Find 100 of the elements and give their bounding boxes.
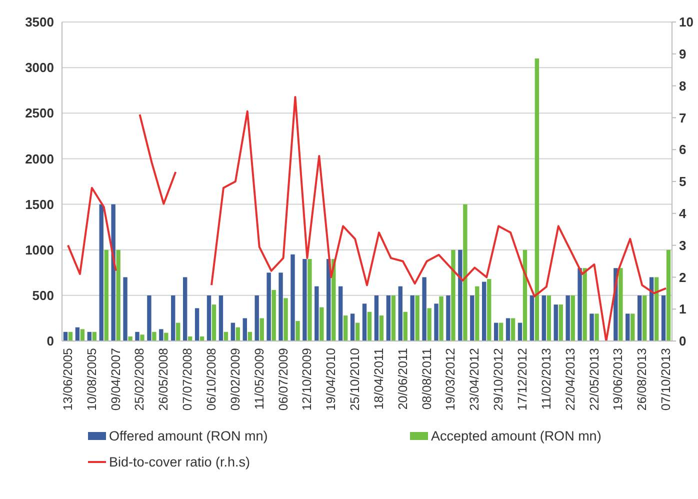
bar bbox=[242, 318, 247, 341]
bar bbox=[422, 277, 426, 341]
x-tick-label: 25/10/2010 bbox=[348, 348, 362, 411]
bar bbox=[182, 277, 188, 341]
bar bbox=[379, 315, 384, 341]
bar bbox=[218, 295, 224, 341]
bar bbox=[176, 322, 180, 341]
y2-tick-label: 10 bbox=[679, 14, 694, 30]
x-tick-label: 12/10/2009 bbox=[300, 348, 314, 411]
x-tick-label: 10/08/2005 bbox=[84, 348, 99, 411]
bar bbox=[649, 277, 654, 341]
bar bbox=[123, 277, 128, 341]
bar bbox=[171, 295, 176, 341]
bar bbox=[415, 295, 420, 341]
x-tick-label: 26/08/2013 bbox=[635, 348, 650, 411]
x-tick-label: 19/03/2012 bbox=[444, 348, 458, 411]
legend-label: Accepted amount (RON mn) bbox=[431, 428, 602, 444]
bar bbox=[140, 334, 144, 341]
bar bbox=[296, 320, 300, 341]
bar bbox=[284, 298, 288, 341]
x-tick-label: 07/10/2013 bbox=[659, 348, 674, 411]
y-tick-label: 2500 bbox=[25, 106, 54, 121]
x-tick-label: 17/12/2012 bbox=[515, 348, 530, 411]
bar bbox=[546, 295, 552, 341]
y2-tick-label: 1 bbox=[679, 302, 686, 317]
y2-tick-label: 8 bbox=[679, 78, 686, 94]
x-tick-label: 13/06/2005 bbox=[60, 348, 75, 411]
bar bbox=[487, 279, 492, 341]
bar bbox=[403, 312, 408, 341]
bar bbox=[308, 258, 312, 341]
bar bbox=[75, 327, 80, 341]
x-tick-label: 23/04/2012 bbox=[468, 348, 482, 411]
bar bbox=[147, 295, 152, 341]
x-tick-label: 06/10/2008 bbox=[204, 348, 219, 411]
bar bbox=[446, 295, 450, 341]
x-tick-label: 09/04/2007 bbox=[108, 348, 123, 411]
x-tick-label: 29/10/2012 bbox=[492, 348, 506, 411]
bar bbox=[518, 322, 522, 341]
x-tick-label: 11/05/2009 bbox=[252, 348, 266, 410]
bar bbox=[594, 314, 599, 341]
bar bbox=[427, 308, 432, 341]
x-tick-label: 19/06/2013 bbox=[611, 348, 626, 411]
bar bbox=[236, 327, 240, 341]
bar bbox=[482, 282, 486, 341]
y2-tick-label: 0 bbox=[679, 334, 686, 349]
bar bbox=[542, 295, 546, 341]
x-tick-label: 06/07/2009 bbox=[276, 348, 290, 411]
bar bbox=[320, 307, 324, 341]
bar bbox=[439, 296, 444, 341]
bar bbox=[582, 268, 587, 341]
bar bbox=[362, 304, 367, 341]
y2-tick-label: 5 bbox=[679, 174, 686, 190]
bar bbox=[338, 286, 343, 341]
y-tick-label: 3000 bbox=[25, 60, 54, 76]
bar bbox=[272, 290, 276, 341]
x-tick-label: 09/02/2009 bbox=[228, 348, 242, 411]
bar bbox=[152, 332, 156, 341]
bar bbox=[530, 295, 534, 341]
bar bbox=[164, 332, 168, 341]
bar bbox=[494, 322, 498, 341]
bar bbox=[343, 315, 348, 341]
bar bbox=[475, 286, 480, 341]
bar bbox=[506, 318, 510, 341]
bar bbox=[510, 318, 516, 341]
bar bbox=[302, 258, 307, 341]
bar bbox=[638, 295, 642, 341]
y-tick-label: 1000 bbox=[25, 242, 54, 258]
x-tick-label: 26/05/2008 bbox=[156, 348, 171, 411]
bar bbox=[80, 329, 85, 341]
bar bbox=[159, 329, 164, 341]
bar bbox=[554, 304, 558, 341]
bar bbox=[451, 250, 456, 341]
y2-tick-label: 7 bbox=[679, 110, 686, 126]
bar bbox=[194, 308, 200, 341]
bar bbox=[434, 304, 438, 341]
y2-tick-label: 3 bbox=[679, 238, 686, 253]
y-tick-label: 500 bbox=[32, 288, 54, 303]
x-tick-label: 20/06/2011 bbox=[396, 348, 410, 410]
x-tick-label: 08/08/2011 bbox=[420, 348, 434, 410]
bar bbox=[590, 314, 594, 341]
bar bbox=[626, 314, 630, 341]
bar bbox=[666, 250, 671, 341]
bar bbox=[230, 322, 236, 341]
x-tick-label: 22/05/2013 bbox=[587, 348, 602, 411]
x-tick-label: 22/04/2013 bbox=[563, 348, 578, 411]
bar bbox=[135, 332, 140, 341]
bar bbox=[630, 314, 635, 341]
bar bbox=[566, 295, 570, 341]
bar bbox=[116, 250, 120, 341]
y2-tick-label: 9 bbox=[679, 46, 686, 62]
bar bbox=[558, 304, 563, 341]
bar bbox=[578, 268, 582, 341]
bar bbox=[410, 295, 414, 341]
y-tick-label: 1500 bbox=[25, 196, 54, 212]
bar bbox=[355, 322, 360, 341]
bar bbox=[374, 295, 379, 341]
bar bbox=[398, 286, 402, 341]
legend-label: Offered amount (RON mn) bbox=[109, 428, 268, 444]
bar bbox=[386, 295, 391, 341]
bar bbox=[206, 295, 212, 341]
